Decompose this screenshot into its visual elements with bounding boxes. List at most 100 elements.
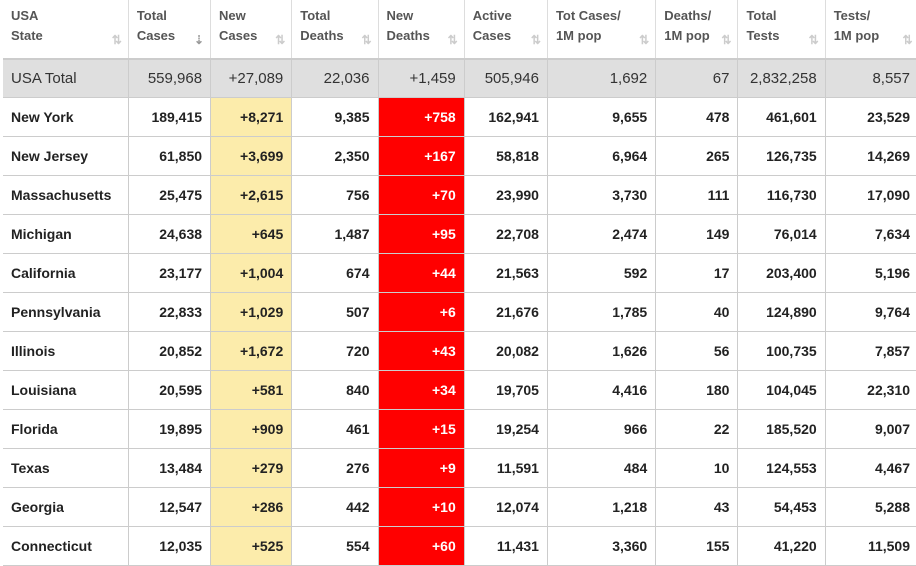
sort-icon[interactable]: ⇅	[111, 33, 122, 47]
cell-active-cases: 19,705	[463, 370, 548, 410]
cell-active-cases: 12,074	[463, 487, 548, 527]
cell-active-cases: 22,708	[463, 214, 548, 254]
cell-deaths-per-1m: 67	[655, 58, 739, 98]
cell-deaths-per-1m: 155	[655, 526, 739, 566]
cell-total-tests: 116,730	[737, 175, 826, 215]
column-header-total-deaths[interactable]: Total Deaths ⇅	[291, 0, 378, 60]
sort-icon[interactable]: ⇅	[902, 33, 912, 47]
state-name-cell[interactable]: New York	[3, 97, 129, 137]
column-header-new-cases[interactable]: New Cases ⇅	[210, 0, 292, 60]
header-label: Tests/	[833, 8, 871, 23]
cell-new-cases: +909	[210, 409, 293, 449]
cell-cases-per-1m: 9,655	[546, 97, 657, 137]
state-name-cell[interactable]: Louisiana	[3, 370, 129, 410]
cell-new-cases: +525	[210, 526, 293, 566]
state-name-cell[interactable]: Massachusetts	[3, 175, 129, 215]
header-label: Total	[136, 8, 167, 23]
column-header-deaths-per-1m[interactable]: Deaths/1M pop ⇅	[655, 0, 738, 60]
cell-new-cases: +1,029	[210, 292, 293, 332]
cell-cases-per-1m: 4,416	[546, 370, 657, 410]
table-row: Connecticut 12,035 +525 554 +60 11,431 3,360 15…	[3, 526, 916, 566]
cell-active-cases: 11,431	[463, 526, 548, 566]
cell-new-deaths: +1,459	[377, 58, 465, 98]
cell-new-deaths: +70	[377, 175, 465, 215]
header-label: Deaths/	[664, 8, 712, 23]
sort-icon[interactable]: ⇅	[530, 33, 541, 47]
sort-icon[interactable]: ⇅	[808, 33, 819, 47]
cell-cases-per-1m: 484	[546, 448, 657, 488]
column-header-state[interactable]: USA State ⇅	[3, 0, 129, 60]
cell-total-deaths: 276	[291, 448, 379, 488]
state-name-cell[interactable]: California	[3, 253, 129, 293]
header-label: Active	[472, 8, 512, 23]
state-name-cell[interactable]: Florida	[3, 409, 129, 449]
header-row: USA State ⇅ Total Cases ⇣ New Cases ⇅ Total Deaths…	[3, 0, 916, 60]
table-row: Georgia 12,547 +286 442 +10 12,074 1,218 43 54,4…	[3, 487, 916, 527]
header-label: New	[386, 8, 414, 23]
cell-active-cases: 19,254	[463, 409, 548, 449]
header-label: 1M pop	[664, 28, 710, 43]
cell-total-tests: 126,735	[737, 136, 826, 176]
cell-total-tests: 76,014	[737, 214, 826, 254]
state-name-cell[interactable]: New Jersey	[3, 136, 129, 176]
cell-cases-per-1m: 1,218	[546, 487, 657, 527]
sort-icon[interactable]: ⇅	[275, 33, 285, 47]
column-header-total-tests[interactable]: Total Tests ⇅	[737, 0, 826, 60]
cell-total-cases: 20,852	[127, 331, 212, 371]
cell-total-cases: 24,638	[127, 214, 212, 254]
cell-tests-per-1m: 14,269	[824, 136, 916, 176]
cell-cases-per-1m: 3,730	[546, 175, 657, 215]
cell-total-tests: 124,890	[737, 292, 826, 332]
cell-cases-per-1m: 1,692	[546, 58, 657, 98]
cell-tests-per-1m: 4,467	[824, 448, 916, 488]
header-label: USA	[11, 8, 39, 23]
header-label: State	[11, 28, 43, 43]
table-row: Texas 13,484 +279 276 +9 11,591 484 10 124,553 4,…	[3, 448, 916, 488]
state-name-cell[interactable]: Texas	[3, 448, 129, 488]
header-label: 1M pop	[555, 28, 602, 43]
cell-total-tests: 104,045	[737, 370, 826, 410]
cell-total-deaths: 507	[291, 292, 379, 332]
sort-desc-icon[interactable]: ⇣	[193, 33, 204, 47]
cell-new-cases: +581	[210, 370, 293, 410]
cell-deaths-per-1m: 265	[655, 136, 739, 176]
column-header-new-deaths[interactable]: New Deaths ⇅	[377, 0, 465, 60]
cell-new-cases: +3,699	[210, 136, 293, 176]
state-name-cell[interactable]: Georgia	[3, 487, 129, 527]
cell-new-cases: +1,672	[210, 331, 293, 371]
column-header-total-cases[interactable]: Total Cases ⇣	[127, 0, 211, 60]
cell-total-deaths: 9,385	[291, 97, 379, 137]
cell-total-deaths: 1,487	[291, 214, 379, 254]
state-name-cell[interactable]: Pennsylvania	[3, 292, 129, 332]
header-label: Deaths	[300, 28, 344, 43]
table-row: Louisiana 20,595 +581 840 +34 19,705 4,416 180 1…	[3, 370, 916, 410]
sort-icon[interactable]: ⇅	[447, 33, 458, 47]
cell-total-cases: 559,968	[127, 58, 212, 98]
cell-active-cases: 162,941	[463, 97, 548, 137]
cell-total-tests: 2,832,258	[737, 58, 826, 98]
cell-total-cases: 19,895	[127, 409, 212, 449]
header-label: Cases	[472, 28, 512, 43]
cell-new-deaths: +758	[377, 97, 465, 137]
cell-new-deaths: +10	[377, 487, 465, 527]
cell-total-tests: 461,601	[737, 97, 826, 137]
cell-tests-per-1m: 22,310	[824, 370, 916, 410]
sort-icon[interactable]: ⇅	[721, 33, 731, 47]
header-label: Tot Cases/	[555, 8, 621, 23]
cell-cases-per-1m: 2,474	[546, 214, 657, 254]
sort-icon[interactable]: ⇅	[639, 33, 649, 47]
column-header-cases-per-1m[interactable]: Tot Cases/1M pop ⇅	[546, 0, 656, 60]
cell-tests-per-1m: 7,857	[824, 331, 916, 371]
cell-total-cases: 25,475	[127, 175, 212, 215]
cell-new-cases: +645	[210, 214, 293, 254]
state-name-cell[interactable]: Michigan	[3, 214, 129, 254]
sort-icon[interactable]: ⇅	[361, 33, 371, 47]
column-header-tests-per-1m[interactable]: Tests/1M pop ⇅	[824, 0, 916, 60]
cell-deaths-per-1m: 10	[655, 448, 739, 488]
cell-total-cases: 61,850	[127, 136, 212, 176]
cell-tests-per-1m: 5,196	[824, 253, 916, 293]
state-name-cell[interactable]: Connecticut	[3, 526, 129, 566]
state-name-cell[interactable]: Illinois	[3, 331, 129, 371]
column-header-active-cases[interactable]: Active Cases ⇅	[463, 0, 548, 60]
cell-cases-per-1m: 3,360	[546, 526, 657, 566]
